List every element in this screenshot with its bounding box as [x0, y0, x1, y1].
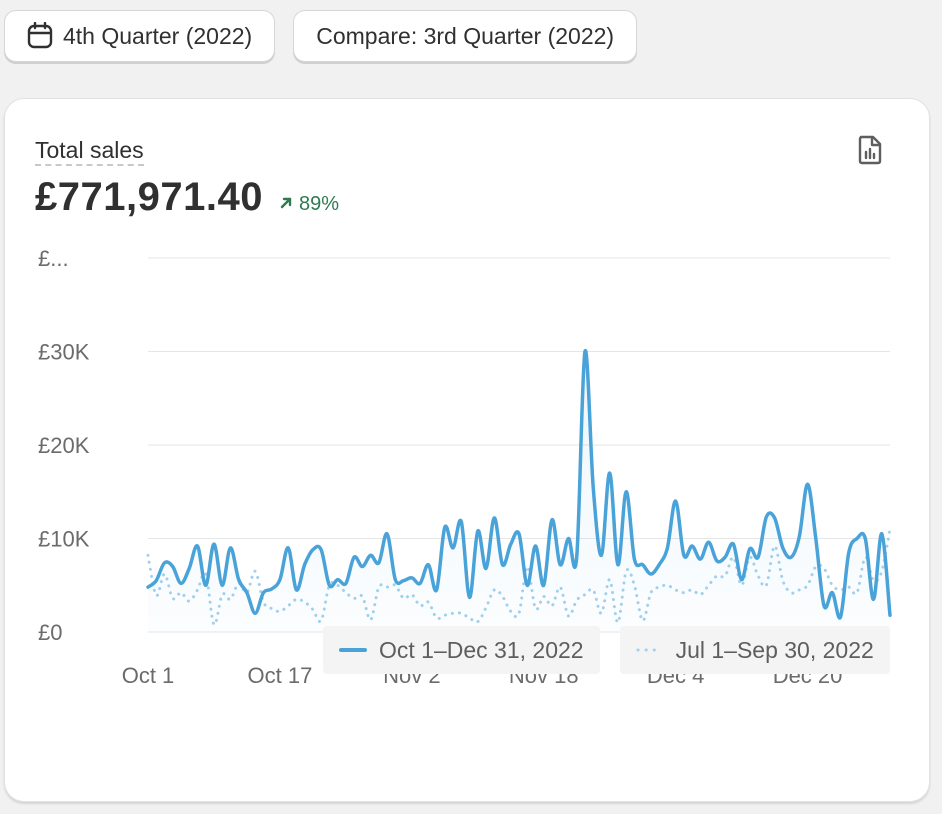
legend-item-current[interactable]: Oct 1–Dec 31, 2022: [323, 626, 600, 674]
x-tick-label-1: Oct 17: [248, 663, 313, 688]
report-icon[interactable]: [857, 135, 883, 170]
chart-legend: Oct 1–Dec 31, 2022 Jul 1–Sep 30, 2022: [323, 626, 890, 674]
total-sales-value: £771,971.40: [35, 175, 263, 219]
current-series-line: [146, 349, 892, 620]
y-tick-label-3: £30K: [38, 340, 90, 365]
compare-selector-label: Compare: 3rd Quarter (2022): [316, 22, 615, 49]
solid-line-swatch-icon: [339, 648, 367, 652]
previous-series-line: [146, 527, 892, 627]
y-tick-label-0: £0: [38, 620, 62, 645]
change-percent: 89%: [298, 193, 339, 215]
legend-label-current: Oct 1–Dec 31, 2022: [379, 636, 584, 663]
period-selector-button[interactable]: 4th Quarter (2022): [4, 10, 276, 62]
total-sales-card: Total sales £771,971.40 89%: [4, 98, 930, 802]
toolbar: 4th Quarter (2022) Compare: 3rd Quarter …: [4, 10, 638, 62]
y-tick-label-1: £10K: [38, 527, 90, 552]
calendar-icon: [27, 22, 53, 50]
compare-selector-button[interactable]: Compare: 3rd Quarter (2022): [293, 10, 638, 62]
period-selector-label: 4th Quarter (2022): [63, 22, 253, 49]
card-title[interactable]: Total sales: [35, 137, 144, 166]
arrow-up-right-icon: [279, 193, 293, 216]
y-tick-label-4: £...: [38, 246, 69, 271]
legend-item-previous[interactable]: Jul 1–Sep 30, 2022: [619, 626, 890, 674]
y-tick-label-2: £20K: [38, 433, 90, 458]
kpi: £771,971.40 89%: [35, 175, 339, 220]
x-tick-label-0: Oct 1: [122, 663, 175, 688]
legend-label-previous: Jul 1–Sep 30, 2022: [675, 636, 874, 663]
change-indicator: 89%: [279, 193, 339, 216]
current-series-area: [148, 350, 890, 632]
dotted-line-swatch-icon: [636, 648, 664, 652]
